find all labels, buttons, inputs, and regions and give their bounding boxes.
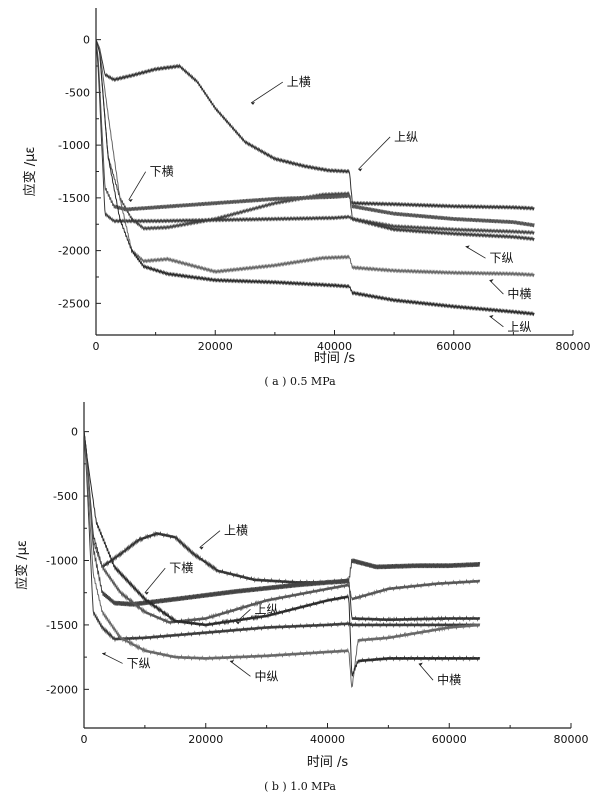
- label-arrowhead: [251, 101, 256, 105]
- label-arrowhead: [358, 168, 363, 172]
- series-label: 中纵: [254, 668, 278, 683]
- series-line: [95, 39, 535, 317]
- x-tick-label: 60000: [436, 340, 471, 353]
- series-label: 上纵: [254, 602, 278, 616]
- figure-caption: ( b ) 1.0 MPa: [264, 780, 336, 793]
- label-leader: [489, 279, 504, 295]
- x-axis-label: 时间 /s: [314, 351, 356, 366]
- x-tick-label: 0: [93, 340, 100, 353]
- series-label: 中横: [507, 286, 531, 301]
- label-leader: [358, 136, 391, 170]
- series-label: 上横: [287, 75, 311, 89]
- label-arrowhead: [230, 659, 235, 663]
- label-arrowhead: [418, 662, 423, 666]
- x-tick-label: 60000: [432, 733, 467, 746]
- y-tick-label: -500: [53, 490, 78, 503]
- y-tick-label: -1000: [58, 139, 90, 152]
- series-label: 上横: [224, 524, 248, 538]
- label-arrowhead: [199, 546, 204, 550]
- series-line: [83, 431, 481, 643]
- series-line: [95, 39, 535, 228]
- label-leader: [250, 81, 284, 104]
- y-tick-label: -2000: [46, 683, 78, 696]
- label-arrowhead: [144, 591, 149, 595]
- label-leader: [229, 660, 251, 677]
- series-line: [83, 431, 481, 688]
- label-leader: [199, 530, 221, 548]
- x-tick-label: 40000: [310, 733, 345, 746]
- series-line: [95, 39, 535, 236]
- y-tick-label: -2500: [58, 297, 90, 310]
- series-label: 下纵: [490, 251, 514, 265]
- series-label: 上纵: [507, 320, 531, 334]
- label-leader: [418, 663, 434, 681]
- label-arrowhead: [236, 621, 241, 625]
- y-tick-label: -2000: [58, 245, 90, 258]
- x-tick-label: 20000: [198, 340, 233, 353]
- x-tick-label: 40000: [317, 340, 352, 353]
- y-tick-label: -500: [65, 86, 90, 99]
- series-line: [95, 39, 535, 242]
- figure-caption: ( a ) 0.5 MPa: [264, 375, 336, 388]
- series-line: [95, 39, 535, 211]
- y-tick-label: -1500: [58, 192, 90, 205]
- y-tick-label: -1000: [46, 554, 78, 567]
- label-leader: [144, 567, 166, 593]
- series-line: [83, 431, 481, 623]
- label-leader: [489, 315, 504, 328]
- label-arrowhead: [489, 315, 494, 319]
- y-tick-label: 0: [83, 34, 90, 47]
- series-label: 下横: [169, 561, 193, 575]
- series-line: [83, 431, 481, 677]
- y-axis-label: 应变 /με: [14, 540, 30, 590]
- y-axis-label: 应变 /με: [22, 147, 38, 197]
- label-leader: [465, 246, 486, 259]
- x-axis-label: 时间 /s: [307, 755, 349, 770]
- x-tick-label: 80000: [556, 340, 591, 353]
- chart-panel-b: 0 20000 40000 60000 80000 0 -500 -1000 -1500 -200…: [14, 402, 589, 793]
- label-arrowhead: [489, 279, 494, 283]
- series-line: [83, 431, 481, 626]
- chart-panel-a: 0 20000 40000 60000 80000 0 -500 -1000 -1500 -200…: [22, 8, 591, 388]
- label-arrowhead: [128, 198, 133, 202]
- label-arrowhead: [102, 652, 107, 656]
- x-tick-label: 0: [81, 733, 88, 746]
- series-label: 下纵: [127, 656, 151, 670]
- series-line: [83, 431, 481, 607]
- x-tick-label: 20000: [188, 733, 223, 746]
- label-leader: [102, 652, 123, 664]
- label-arrowhead: [465, 245, 470, 249]
- x-tick-label: 80000: [554, 733, 589, 746]
- series-label: 下横: [150, 165, 174, 179]
- series-label: 中横: [437, 672, 461, 687]
- y-tick-label: -1500: [46, 619, 78, 632]
- series-label: 上纵: [394, 130, 418, 144]
- y-tick-label: 0: [71, 426, 78, 439]
- label-leader: [128, 171, 147, 201]
- series-line: [95, 39, 535, 278]
